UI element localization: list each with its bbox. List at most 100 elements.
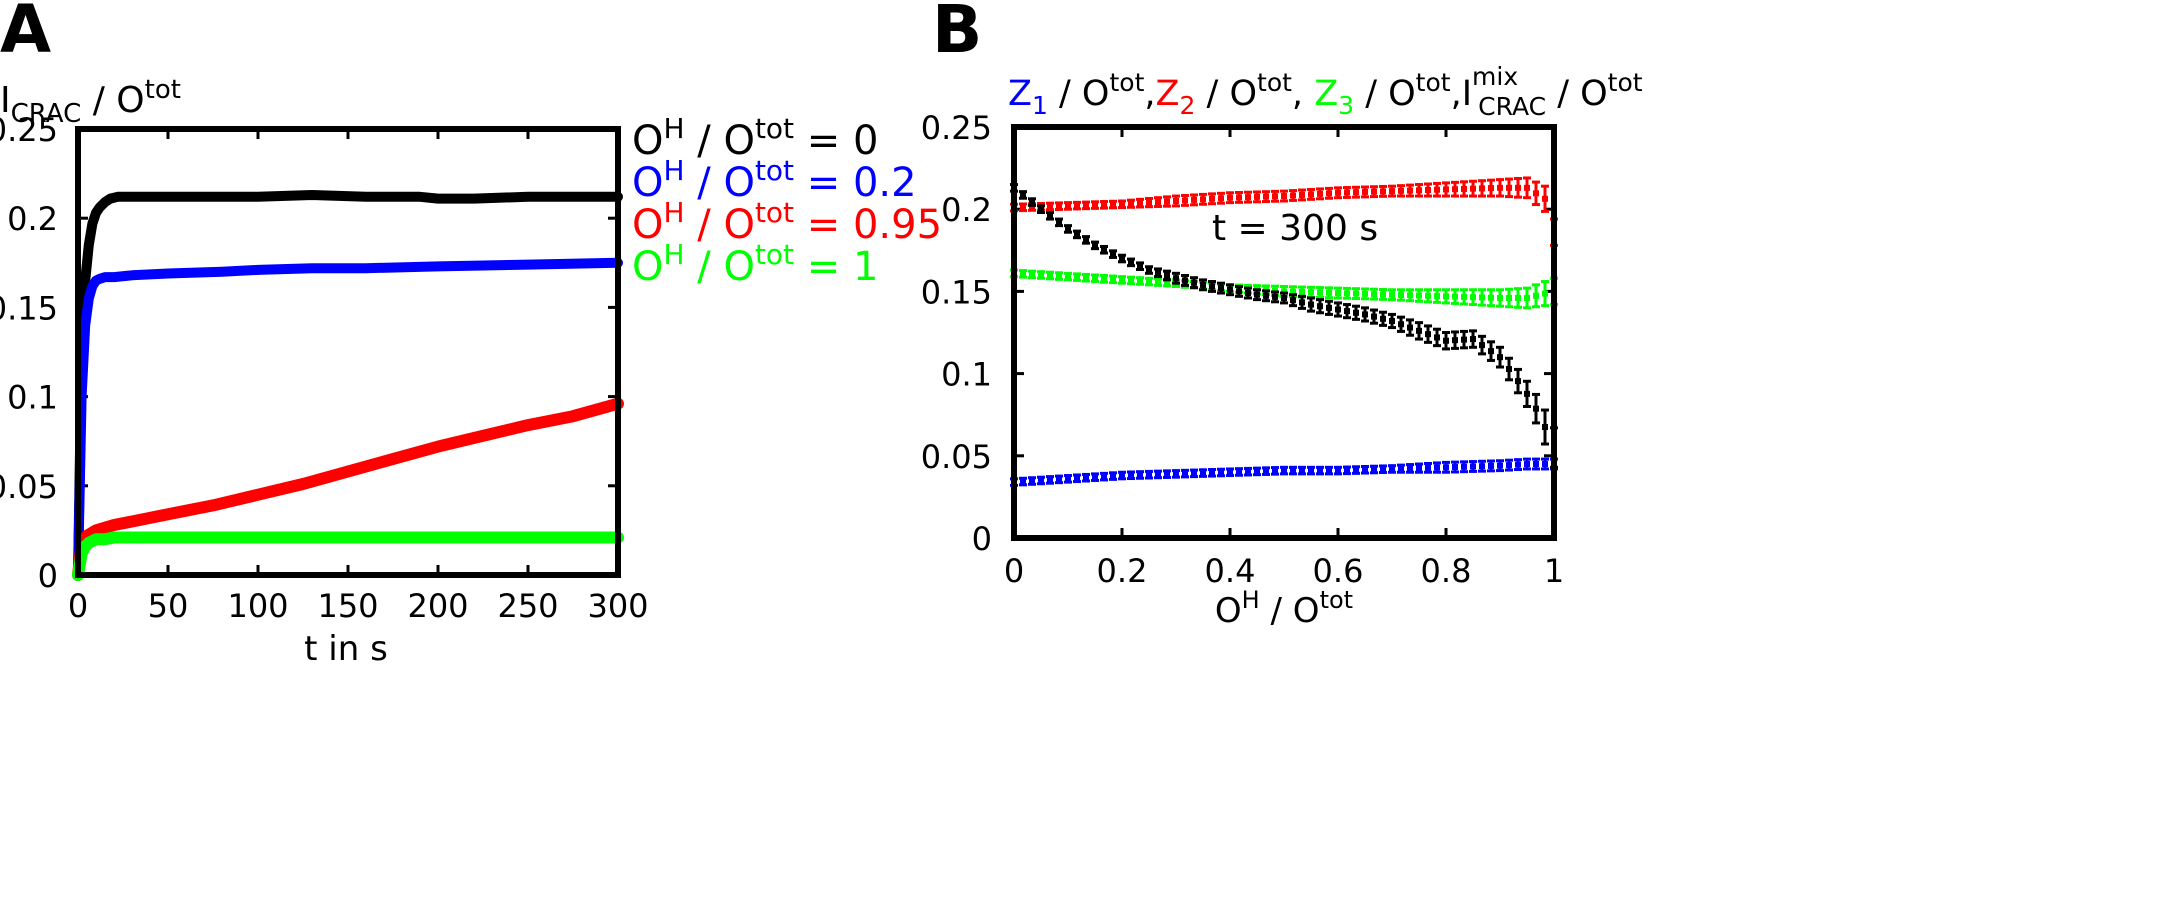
panel-b-point <box>1155 471 1161 478</box>
panel-a-x-tick-label: 200 <box>407 587 468 625</box>
panel-b-point <box>1542 290 1548 297</box>
panel-b-point <box>1299 299 1305 306</box>
panel-b-point <box>1380 291 1386 298</box>
panel-b-point <box>1173 275 1179 282</box>
panel-b-point <box>1119 255 1125 262</box>
panel-b-x-tick-label: 0.6 <box>1313 552 1364 590</box>
panel-a-series-line-2 <box>72 397 624 581</box>
panel-b-point <box>1308 289 1314 296</box>
panel-b-point <box>1281 294 1287 301</box>
panel-b-point <box>1488 294 1494 301</box>
panel-b-point <box>1245 468 1251 475</box>
panel-b-point <box>1254 193 1260 200</box>
panel-b-point <box>1488 185 1494 192</box>
panel-b-point <box>1263 193 1269 200</box>
panel-b-point <box>1362 466 1368 473</box>
panel-b-point <box>1182 470 1188 477</box>
legend-entry-0-value: = 0 <box>807 118 879 164</box>
panel-b-y-axis-label: Z1 / Otot,Z2 / Otot, Z3 / Otot,Imix CRAC … <box>1008 62 1643 121</box>
panel-b-y-tick-label: 0.15 <box>921 273 992 311</box>
panel-b-point <box>1479 342 1485 349</box>
panel-b-point <box>1407 187 1413 194</box>
panel-b-point <box>1236 288 1242 295</box>
panel-b-point <box>1542 195 1548 202</box>
panel-b-point <box>1416 465 1422 472</box>
legend-entry-2-value: = 0.95 <box>807 202 942 248</box>
panel-b-y-tick-label: 0.2 <box>941 191 992 229</box>
panel-b-point <box>1443 464 1449 471</box>
panel-b-point <box>1389 291 1395 298</box>
panel-b-point <box>1083 274 1089 281</box>
panel-b-point <box>1083 236 1089 243</box>
panel-b-point <box>1119 472 1125 479</box>
panel-a-y-tick-label: 0.05 <box>0 468 58 506</box>
panel-b-point <box>1128 200 1134 207</box>
panel-b-point <box>1461 185 1467 192</box>
panel-b-point <box>1299 191 1305 198</box>
panel-b-point <box>1146 471 1152 478</box>
panel-a-x-ticks: 0 50 100 150 200 250 300 <box>68 129 649 625</box>
panel-b-point <box>1344 308 1350 315</box>
panel-b-point <box>1218 195 1224 202</box>
panel-b-point <box>1182 277 1188 284</box>
panel-b-point <box>1533 461 1539 468</box>
panel-a-y-axis-label: ICRAC / Otot <box>0 75 181 129</box>
panel-b-x-tick-label: 1 <box>1544 552 1564 590</box>
panel-b-point <box>1146 199 1152 206</box>
panel-b-point <box>1452 337 1458 344</box>
panel-b-point <box>1407 465 1413 472</box>
panel-b-point <box>1515 184 1521 191</box>
panel-b-point <box>1479 463 1485 470</box>
panel-b-point <box>1047 203 1053 210</box>
panel-b-y-tick-label: 0 <box>972 520 992 558</box>
panel-b-point <box>1164 279 1170 286</box>
panel-b-point <box>1353 309 1359 316</box>
panel-b-point <box>1470 336 1476 343</box>
panel-b-point <box>1119 201 1125 208</box>
panel-b-point <box>1074 231 1080 238</box>
panel-b-x-tick-label: 0.8 <box>1421 552 1472 590</box>
panel-b-point <box>1209 469 1215 476</box>
panel-b-point <box>1488 462 1494 469</box>
panel-b-point <box>1236 194 1242 201</box>
panel-b-point <box>1497 184 1503 191</box>
panel-b-point <box>1443 337 1449 344</box>
panel-b-point <box>1155 269 1161 276</box>
panel-b-point <box>1443 186 1449 193</box>
panel-b-x-tick-label: 0.4 <box>1205 552 1256 590</box>
panel-b-point <box>1074 202 1080 209</box>
panel-b-point <box>1083 474 1089 481</box>
panel-b-point <box>1074 475 1080 482</box>
panel-b-point <box>1281 288 1287 295</box>
panel-b-point <box>1173 197 1179 204</box>
panel-b-point <box>1092 242 1098 249</box>
panel-b-point <box>1470 294 1476 301</box>
panel-b-point <box>1308 191 1314 198</box>
panel-b-point <box>1020 204 1026 211</box>
panel-b-point <box>1272 467 1278 474</box>
panel-b-y-tick-label: 0.25 <box>921 109 992 147</box>
panel-b-point <box>1425 331 1431 338</box>
panel-b-point <box>1335 467 1341 474</box>
panel-b-point <box>1245 194 1251 201</box>
panel-a-x-tick-label: 300 <box>587 587 648 625</box>
legend-entry-0: OH / Otot = 0 <box>632 112 878 164</box>
panel-b-point <box>1272 293 1278 300</box>
panel-b-point <box>1515 378 1521 385</box>
panel-b-point <box>1362 290 1368 297</box>
panel-b-point <box>1479 294 1485 301</box>
panel-b-point <box>1506 366 1512 373</box>
panel-b-point <box>1542 424 1548 431</box>
panel-b-point <box>1434 464 1440 471</box>
panel-a-x-tick-label: 150 <box>317 587 378 625</box>
panel-a-series-line-0 <box>73 190 623 580</box>
panel-b-point <box>1425 464 1431 471</box>
panel-b-point <box>1497 354 1503 361</box>
panel-b-point <box>1218 469 1224 476</box>
panel-b-point <box>1317 289 1323 296</box>
panel-b-point <box>1200 281 1206 288</box>
panel-a-ylabel-main: I <box>0 80 11 121</box>
panel-b-point <box>1524 184 1530 191</box>
panel-b-point <box>1389 317 1395 324</box>
